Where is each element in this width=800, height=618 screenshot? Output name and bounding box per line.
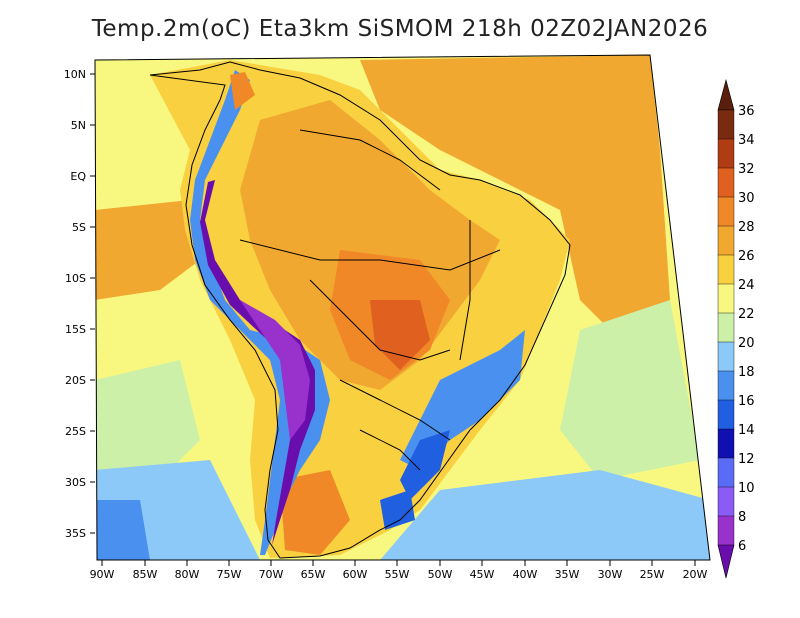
colorbar-swatch	[717, 225, 735, 256]
colorbar-swatch	[717, 341, 735, 372]
colorbar-swatch	[717, 196, 735, 227]
map-frame	[94, 54, 711, 561]
country-borders	[149, 61, 571, 559]
lon-label: 20W	[683, 568, 708, 581]
lat-label: 20S	[65, 374, 86, 387]
colorbar-label: 6	[738, 539, 746, 554]
colorbar-min-arrow	[717, 544, 735, 579]
colorbar-label: 30	[738, 191, 755, 206]
colorbar-swatch	[717, 428, 735, 459]
lon-label: 40W	[513, 568, 538, 581]
colorbar-swatch	[717, 254, 735, 285]
colorbar-label: 14	[738, 423, 755, 438]
colorbar-label: 10	[738, 481, 755, 496]
latitude-axis: 10N 5N EQ 5S 10S 15S 20S 25S 30S 35S	[64, 68, 95, 540]
lat-label: 25S	[65, 425, 86, 438]
lat-label: 10N	[64, 68, 86, 81]
colorbar-label: 26	[738, 249, 755, 264]
colorbar-swatch	[717, 486, 735, 517]
lon-label: 45W	[470, 568, 495, 581]
lon-label: 65W	[301, 568, 326, 581]
colorbar-swatch	[717, 515, 735, 546]
colorbar-label: 20	[738, 336, 755, 351]
lon-label: 80W	[175, 568, 200, 581]
lat-label: 10S	[65, 272, 86, 285]
colorbar-label: 16	[738, 394, 755, 409]
lat-label: 15S	[65, 323, 86, 336]
colorbar-swatch	[717, 138, 735, 169]
colorbar-label: 8	[738, 510, 746, 525]
lon-label: 85W	[133, 568, 158, 581]
lon-label: 70W	[259, 568, 284, 581]
colorbar-label: 12	[738, 452, 755, 467]
colorbar-max-arrow	[717, 78, 735, 111]
colorbar: 36 34 32 30 28 26 24 22 20 18 16 14 12 10 8 6	[717, 78, 755, 579]
lon-label: 35W	[555, 568, 580, 581]
colorbar-label: 24	[738, 278, 755, 293]
lon-label: 25W	[640, 568, 665, 581]
colorbar-swatch	[717, 283, 735, 314]
lon-label: 30W	[598, 568, 623, 581]
colorbar-swatch	[717, 109, 735, 140]
colorbar-swatch	[717, 312, 735, 343]
lon-label: 50W	[428, 568, 453, 581]
longitude-axis: 90W 85W 80W 75W 70W 65W 60W 55W 50W 45W …	[90, 560, 708, 581]
lat-label: 35S	[65, 527, 86, 540]
lon-label: 55W	[385, 568, 410, 581]
colorbar-label: 32	[738, 162, 755, 177]
colorbar-swatch	[717, 167, 735, 198]
colorbar-label: 18	[738, 365, 755, 380]
lat-label: 5S	[72, 221, 86, 234]
colorbar-swatch	[717, 399, 735, 430]
colorbar-label: 28	[738, 220, 755, 235]
colorbar-label: 34	[738, 133, 755, 148]
lat-label: 5N	[71, 119, 86, 132]
lat-label: 30S	[65, 476, 86, 489]
lon-label: 75W	[217, 568, 242, 581]
map-title: Temp.2m(oC) Eta3km SiSMOM 218h 02Z02JAN2…	[91, 16, 709, 42]
lat-label: EQ	[70, 170, 86, 183]
colorbar-swatch	[717, 370, 735, 401]
lon-label: 90W	[90, 568, 115, 581]
colorbar-swatch	[717, 457, 735, 488]
temperature-field	[95, 55, 710, 560]
colorbar-label: 36	[738, 104, 755, 119]
lon-label: 60W	[343, 568, 368, 581]
colorbar-label: 22	[738, 307, 755, 322]
